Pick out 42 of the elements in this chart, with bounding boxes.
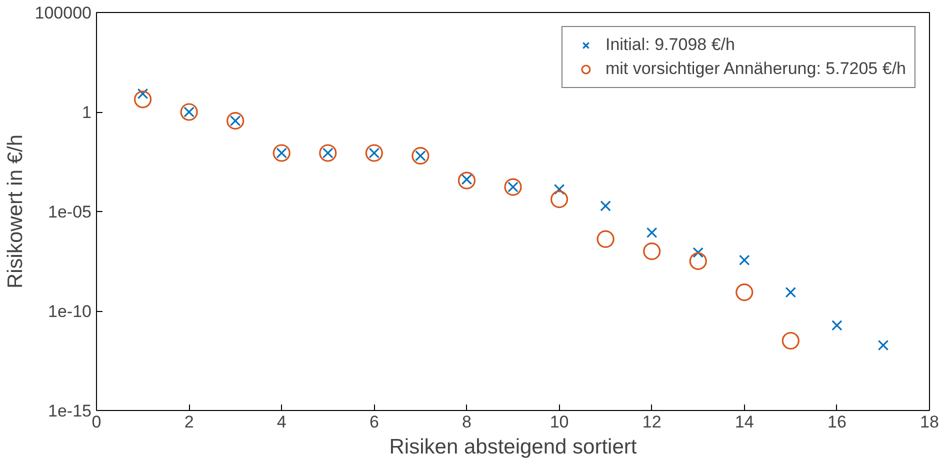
point — [319, 144, 337, 162]
x-tick-label: 14 — [734, 412, 754, 432]
x-tick-label: 16 — [827, 412, 846, 432]
point — [550, 190, 568, 208]
x-tick-label: 8 — [462, 412, 472, 432]
legend-label: mit vorsichtiger Annäherung: 5.7205 €/h — [605, 59, 906, 79]
point — [646, 227, 658, 238]
y-tick-label: 100000 — [34, 4, 92, 22]
point — [785, 286, 796, 298]
y-axis-title: Risikowert in €/h — [4, 134, 27, 289]
point — [878, 340, 889, 351]
x-tick-label: 2 — [184, 412, 194, 432]
x-tick-label: 12 — [642, 412, 662, 432]
point — [412, 147, 430, 165]
point — [458, 172, 476, 190]
point — [180, 103, 198, 121]
point — [554, 184, 565, 195]
y-tick-label: 1e-15 — [48, 402, 92, 420]
y-tick-label: 1 — [82, 103, 92, 122]
point — [782, 332, 800, 350]
x-tick-label: 10 — [550, 412, 569, 432]
x-tick-label: 6 — [369, 412, 379, 432]
point — [738, 254, 750, 266]
x-tick-label: 4 — [276, 412, 286, 432]
point — [832, 320, 842, 331]
point — [643, 242, 661, 260]
point — [226, 112, 244, 130]
point — [600, 200, 611, 212]
point — [692, 247, 704, 258]
y-tick-label: 1e-10 — [48, 302, 92, 321]
point — [596, 230, 614, 248]
y-tick-label: 1e-05 — [48, 202, 92, 222]
point — [504, 178, 522, 196]
point — [272, 144, 290, 162]
x-tick-label: 18 — [920, 412, 939, 432]
point — [689, 252, 707, 270]
point — [134, 90, 152, 108]
legend-label: Initial: 9.7098 €/h — [605, 35, 735, 55]
x-tick-label: 0 — [92, 412, 102, 432]
point — [365, 144, 383, 162]
x-axis-title: Risiken absteigend sortiert — [389, 436, 637, 458]
point — [736, 284, 754, 302]
